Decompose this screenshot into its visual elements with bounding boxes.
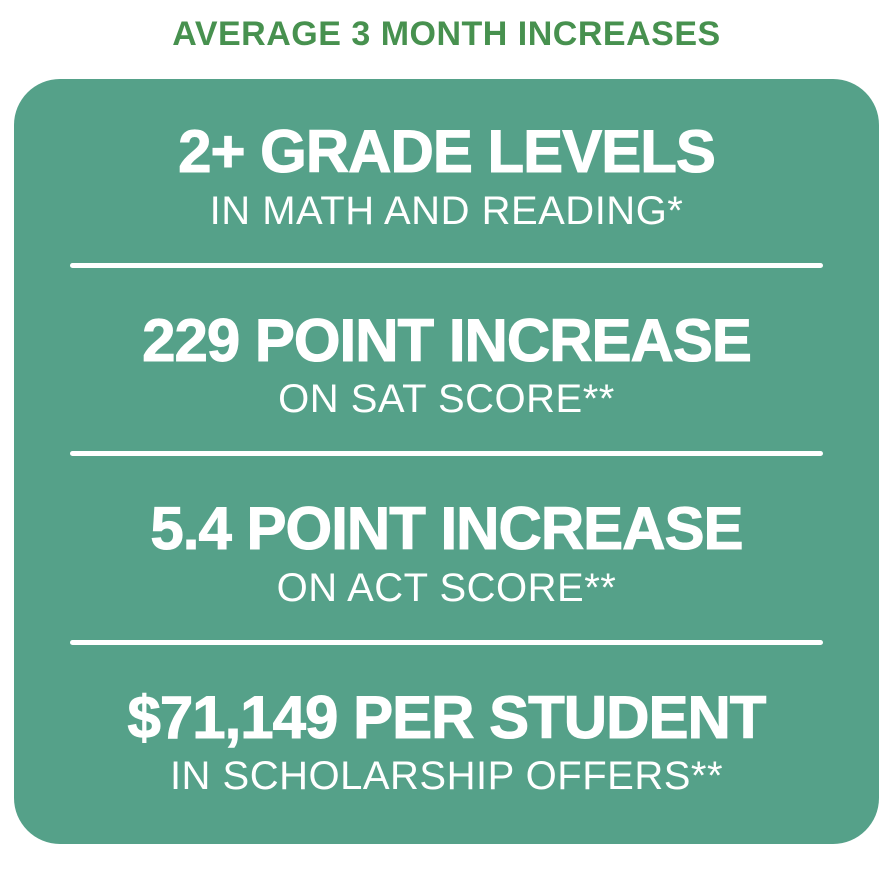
stat-value-sat: 229 POINT INCREASE [142,306,753,374]
stat-caption-act: ON ACT SCORE** [276,565,617,610]
infographic: AVERAGE 3 MONTH INCREASES 2+ GRADE LEVEL… [0,15,893,844]
stat-value-grade-levels: 2+ GRADE LEVELS [178,118,717,186]
stats-card: 2+ GRADE LEVELS IN MATH AND READING* 229… [14,79,879,844]
divider [70,451,823,457]
stat-act-increase: 5.4 POINT INCREASE ON ACT SCORE** [14,495,879,610]
stat-value-scholarship: $71,149 PER STUDENT [127,683,767,751]
divider [70,262,823,268]
page-title: AVERAGE 3 MONTH INCREASES [172,15,721,53]
stat-scholarship: $71,149 PER STUDENT IN SCHOLARSHIP OFFER… [14,683,879,798]
divider [70,639,823,645]
stat-value-act: 5.4 POINT INCREASE [150,495,744,563]
stat-grade-levels: 2+ GRADE LEVELS IN MATH AND READING* [14,118,879,233]
stat-sat-increase: 229 POINT INCREASE ON SAT SCORE** [14,306,879,422]
stat-caption-scholarship: IN SCHOLARSHIP OFFERS** [169,753,724,798]
stat-caption-grade-levels: IN MATH AND READING* [209,188,684,233]
stat-caption-sat: ON SAT SCORE** [278,377,615,422]
